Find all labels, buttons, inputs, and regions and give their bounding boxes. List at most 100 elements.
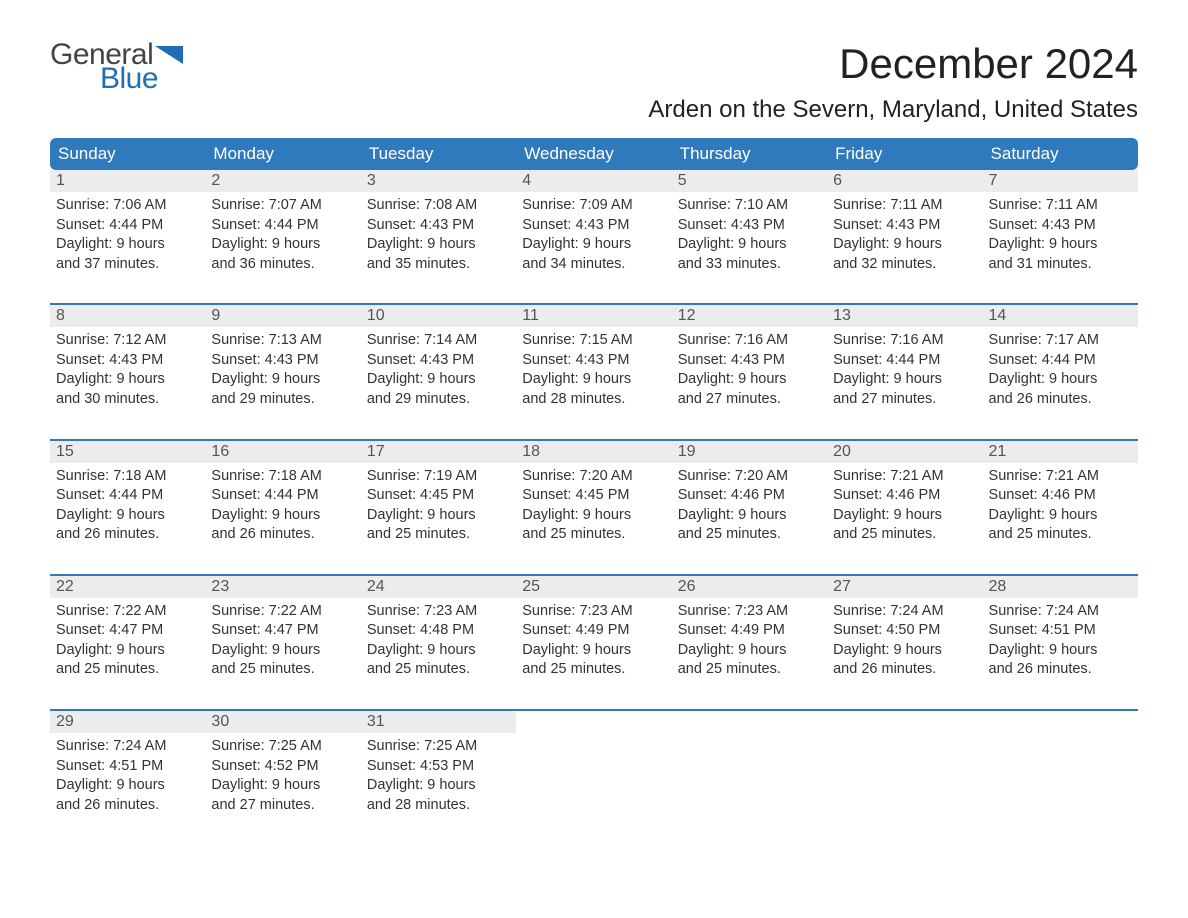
day-day2: and 34 minutes. <box>522 255 665 275</box>
day-cell: 4Sunrise: 7:09 AMSunset: 4:43 PMDaylight… <box>516 170 671 280</box>
day-sunrise: Sunrise: 7:21 AM <box>833 467 976 487</box>
week-row: 15Sunrise: 7:18 AMSunset: 4:44 PMDayligh… <box>50 440 1138 551</box>
day-day2: and 25 minutes. <box>833 525 976 545</box>
day-day1: Daylight: 9 hours <box>56 506 199 526</box>
day-body: Sunrise: 7:10 AMSunset: 4:43 PMDaylight:… <box>672 192 827 280</box>
day-header: Friday <box>827 138 982 170</box>
day-number: 26 <box>672 576 827 598</box>
day-number: 31 <box>361 711 516 733</box>
day-day1: Daylight: 9 hours <box>833 235 976 255</box>
day-sunset: Sunset: 4:45 PM <box>522 486 665 506</box>
day-sunset: Sunset: 4:43 PM <box>367 216 510 236</box>
day-body: Sunrise: 7:19 AMSunset: 4:45 PMDaylight:… <box>361 463 516 551</box>
day-sunrise: Sunrise: 7:14 AM <box>367 331 510 351</box>
day-sunset: Sunset: 4:50 PM <box>833 621 976 641</box>
day-body: Sunrise: 7:21 AMSunset: 4:46 PMDaylight:… <box>983 463 1138 551</box>
day-body: Sunrise: 7:17 AMSunset: 4:44 PMDaylight:… <box>983 327 1138 415</box>
day-day2: and 25 minutes. <box>56 660 199 680</box>
day-day1: Daylight: 9 hours <box>522 235 665 255</box>
day-body: Sunrise: 7:22 AMSunset: 4:47 PMDaylight:… <box>205 598 360 686</box>
day-header: Tuesday <box>361 138 516 170</box>
day-body: Sunrise: 7:12 AMSunset: 4:43 PMDaylight:… <box>50 327 205 415</box>
week-spacer <box>50 686 1138 710</box>
day-day2: and 25 minutes. <box>989 525 1132 545</box>
month-title: December 2024 <box>648 40 1138 88</box>
week-row: 1Sunrise: 7:06 AMSunset: 4:44 PMDaylight… <box>50 170 1138 280</box>
day-sunrise: Sunrise: 7:10 AM <box>678 196 821 216</box>
day-day2: and 25 minutes. <box>678 660 821 680</box>
day-number: 19 <box>672 441 827 463</box>
week-row: 29Sunrise: 7:24 AMSunset: 4:51 PMDayligh… <box>50 710 1138 821</box>
day-cell: 31Sunrise: 7:25 AMSunset: 4:53 PMDayligh… <box>361 710 516 821</box>
day-sunrise: Sunrise: 7:22 AM <box>56 602 199 622</box>
day-sunrise: Sunrise: 7:06 AM <box>56 196 199 216</box>
day-body: Sunrise: 7:14 AMSunset: 4:43 PMDaylight:… <box>361 327 516 415</box>
day-body: Sunrise: 7:23 AMSunset: 4:49 PMDaylight:… <box>672 598 827 686</box>
day-body: Sunrise: 7:20 AMSunset: 4:45 PMDaylight:… <box>516 463 671 551</box>
day-day2: and 31 minutes. <box>989 255 1132 275</box>
day-sunset: Sunset: 4:43 PM <box>367 351 510 371</box>
day-body: Sunrise: 7:16 AMSunset: 4:44 PMDaylight:… <box>827 327 982 415</box>
day-sunset: Sunset: 4:51 PM <box>56 757 199 777</box>
day-number: 8 <box>50 305 205 327</box>
day-day1: Daylight: 9 hours <box>678 641 821 661</box>
day-body: Sunrise: 7:11 AMSunset: 4:43 PMDaylight:… <box>983 192 1138 280</box>
day-sunrise: Sunrise: 7:23 AM <box>678 602 821 622</box>
day-sunrise: Sunrise: 7:13 AM <box>211 331 354 351</box>
day-cell <box>983 710 1138 821</box>
day-number: 18 <box>516 441 671 463</box>
day-sunrise: Sunrise: 7:09 AM <box>522 196 665 216</box>
week-spacer <box>50 416 1138 440</box>
day-day1: Daylight: 9 hours <box>367 370 510 390</box>
day-day2: and 29 minutes. <box>211 390 354 410</box>
day-number: 27 <box>827 576 982 598</box>
day-sunset: Sunset: 4:44 PM <box>989 351 1132 371</box>
day-header: Monday <box>205 138 360 170</box>
day-cell: 11Sunrise: 7:15 AMSunset: 4:43 PMDayligh… <box>516 304 671 415</box>
title-block: December 2024 Arden on the Severn, Maryl… <box>648 40 1138 138</box>
day-sunset: Sunset: 4:51 PM <box>989 621 1132 641</box>
day-sunset: Sunset: 4:43 PM <box>833 216 976 236</box>
week-spacer <box>50 280 1138 304</box>
day-cell: 24Sunrise: 7:23 AMSunset: 4:48 PMDayligh… <box>361 575 516 686</box>
day-day2: and 26 minutes. <box>833 660 976 680</box>
day-day2: and 27 minutes. <box>211 796 354 816</box>
day-day2: and 33 minutes. <box>678 255 821 275</box>
day-body: Sunrise: 7:20 AMSunset: 4:46 PMDaylight:… <box>672 463 827 551</box>
day-number: 21 <box>983 441 1138 463</box>
day-header: Sunday <box>50 138 205 170</box>
day-cell: 25Sunrise: 7:23 AMSunset: 4:49 PMDayligh… <box>516 575 671 686</box>
day-body: Sunrise: 7:11 AMSunset: 4:43 PMDaylight:… <box>827 192 982 280</box>
day-cell: 3Sunrise: 7:08 AMSunset: 4:43 PMDaylight… <box>361 170 516 280</box>
day-cell <box>827 710 982 821</box>
day-day1: Daylight: 9 hours <box>56 370 199 390</box>
day-cell: 30Sunrise: 7:25 AMSunset: 4:52 PMDayligh… <box>205 710 360 821</box>
day-cell: 14Sunrise: 7:17 AMSunset: 4:44 PMDayligh… <box>983 304 1138 415</box>
day-number: 28 <box>983 576 1138 598</box>
day-day2: and 25 minutes. <box>678 525 821 545</box>
day-body: Sunrise: 7:23 AMSunset: 4:49 PMDaylight:… <box>516 598 671 686</box>
day-sunset: Sunset: 4:43 PM <box>522 351 665 371</box>
day-day2: and 26 minutes. <box>56 525 199 545</box>
day-number: 13 <box>827 305 982 327</box>
week-row: 8Sunrise: 7:12 AMSunset: 4:43 PMDaylight… <box>50 304 1138 415</box>
day-sunset: Sunset: 4:44 PM <box>56 486 199 506</box>
day-body: Sunrise: 7:21 AMSunset: 4:46 PMDaylight:… <box>827 463 982 551</box>
day-body: Sunrise: 7:09 AMSunset: 4:43 PMDaylight:… <box>516 192 671 280</box>
day-cell: 18Sunrise: 7:20 AMSunset: 4:45 PMDayligh… <box>516 440 671 551</box>
day-sunset: Sunset: 4:43 PM <box>989 216 1132 236</box>
day-sunrise: Sunrise: 7:17 AM <box>989 331 1132 351</box>
day-number: 7 <box>983 170 1138 192</box>
day-sunrise: Sunrise: 7:20 AM <box>678 467 821 487</box>
day-day2: and 27 minutes. <box>833 390 976 410</box>
day-day2: and 32 minutes. <box>833 255 976 275</box>
day-sunrise: Sunrise: 7:24 AM <box>56 737 199 757</box>
day-day1: Daylight: 9 hours <box>522 506 665 526</box>
day-day1: Daylight: 9 hours <box>833 506 976 526</box>
day-body: Sunrise: 7:18 AMSunset: 4:44 PMDaylight:… <box>205 463 360 551</box>
day-day2: and 29 minutes. <box>367 390 510 410</box>
day-cell: 19Sunrise: 7:20 AMSunset: 4:46 PMDayligh… <box>672 440 827 551</box>
day-sunset: Sunset: 4:44 PM <box>56 216 199 236</box>
day-cell: 17Sunrise: 7:19 AMSunset: 4:45 PMDayligh… <box>361 440 516 551</box>
day-cell: 27Sunrise: 7:24 AMSunset: 4:50 PMDayligh… <box>827 575 982 686</box>
